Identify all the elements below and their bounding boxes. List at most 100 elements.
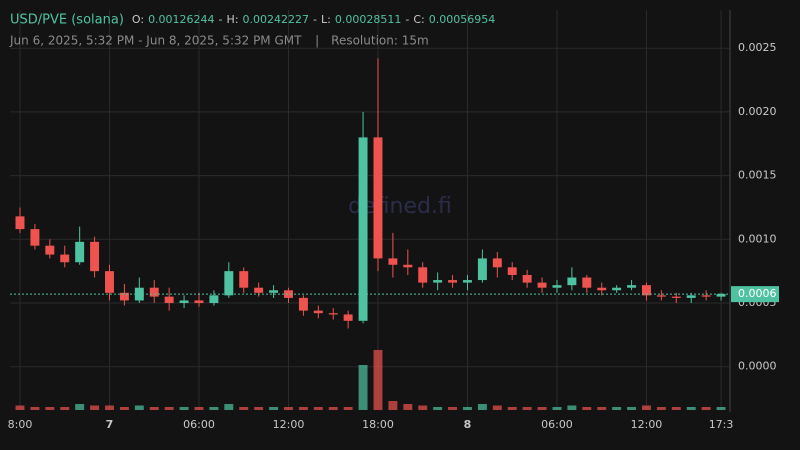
x-tick-label: 18:00 (362, 418, 394, 431)
volume-bar (119, 407, 129, 410)
candle-body (582, 277, 592, 288)
candle-body (284, 290, 293, 298)
volume-bar (552, 407, 562, 410)
candle-body (239, 271, 249, 288)
volume-bar (269, 407, 279, 410)
candle-body (448, 280, 458, 283)
candle-body (15, 216, 25, 230)
volume-bar (656, 407, 666, 410)
volume-bar (671, 407, 681, 410)
ohlc-value: 0.00028511 (335, 13, 401, 26)
volume-bar (612, 407, 622, 410)
candle-body (75, 241, 85, 263)
candle-body (90, 241, 100, 272)
volume-bar (239, 407, 249, 410)
volume-bar (522, 407, 532, 410)
candle-body (403, 264, 413, 268)
candle-body (298, 297, 308, 311)
y-tick-label: 0.0025 (738, 41, 777, 54)
y-tick-label: 0.0010 (738, 232, 777, 245)
volume-bar (105, 405, 114, 410)
candle-body (656, 295, 666, 297)
volume-bar (641, 405, 651, 410)
volume-bar (388, 401, 398, 410)
candle-body (119, 292, 129, 301)
separator: - (405, 13, 409, 26)
x-tick-label: 12:00 (631, 418, 663, 431)
volume-bar (328, 407, 338, 410)
candle-body (627, 285, 637, 288)
volume-bar (313, 407, 323, 410)
volume-bar (30, 407, 40, 410)
candle-body (433, 280, 443, 283)
volume-bar (373, 350, 383, 410)
candle-body (552, 285, 562, 288)
volume-bar (75, 404, 85, 410)
volume-bar (209, 407, 219, 410)
candle-body (597, 287, 607, 291)
x-tick-label: 17:3 (709, 418, 734, 431)
candle-body (328, 313, 338, 315)
candle-body (716, 294, 726, 297)
volume-bar (701, 407, 711, 410)
volume-bar (45, 407, 55, 410)
ohlc-label: C: (413, 13, 424, 26)
candle-body (537, 282, 547, 288)
candle-body (671, 296, 681, 298)
ohlc-label: L: (321, 13, 331, 26)
last-price-label: 0.0006 (738, 287, 777, 300)
candle-body (269, 290, 279, 293)
volume-bar (358, 365, 368, 410)
volume-bar (224, 404, 234, 410)
divider: | (315, 34, 319, 48)
volume-bar (343, 407, 353, 410)
chart-title: USD/PVE (solana) (10, 13, 124, 28)
candle-body (194, 300, 204, 303)
candle-body (388, 258, 398, 265)
x-tick-label: 12:00 (273, 418, 305, 431)
y-tick-label: 0.0015 (738, 169, 777, 182)
volume-bar (134, 405, 144, 410)
candle-body (612, 287, 622, 291)
candle-body (641, 285, 651, 296)
volume-bar (567, 405, 577, 410)
volume-bar (448, 407, 458, 410)
volume-bar (537, 407, 547, 410)
candle-body (30, 229, 40, 246)
volume-bar (716, 407, 726, 410)
candle-body (358, 137, 368, 321)
candle-body (522, 274, 532, 283)
candle-body (463, 280, 472, 283)
volume-bar (507, 407, 517, 410)
last-price-box (731, 286, 779, 303)
volume-bar (60, 407, 70, 410)
candle-body (492, 258, 502, 268)
y-tick-label: 0.0020 (738, 105, 777, 118)
candle-body (45, 245, 55, 255)
x-tick-label: 06:00 (183, 418, 215, 431)
volume-bar (477, 404, 487, 410)
plot (15, 58, 726, 410)
y-tick-label: 0.0000 (738, 360, 777, 373)
ohlc-value: 0.00126244 (148, 13, 214, 26)
x-tick-label: 06:00 (541, 418, 573, 431)
volume-bar (194, 407, 204, 410)
separator: - (219, 13, 223, 26)
candle-body (164, 296, 174, 303)
volume-bar (298, 407, 308, 410)
volume-bar (418, 405, 428, 410)
candle-body (313, 310, 323, 314)
volume-bar (15, 405, 25, 410)
x-tick-label: 7 (106, 418, 114, 431)
volume-bar (254, 407, 264, 410)
volume-bar (582, 407, 592, 410)
volume-bar (403, 404, 413, 410)
candle-body (686, 295, 696, 298)
candle-body (343, 314, 353, 321)
candle-body (149, 287, 159, 297)
candle-body (254, 287, 264, 293)
x-tick-label: 8:00 (8, 418, 33, 431)
volume-bar (149, 407, 159, 410)
